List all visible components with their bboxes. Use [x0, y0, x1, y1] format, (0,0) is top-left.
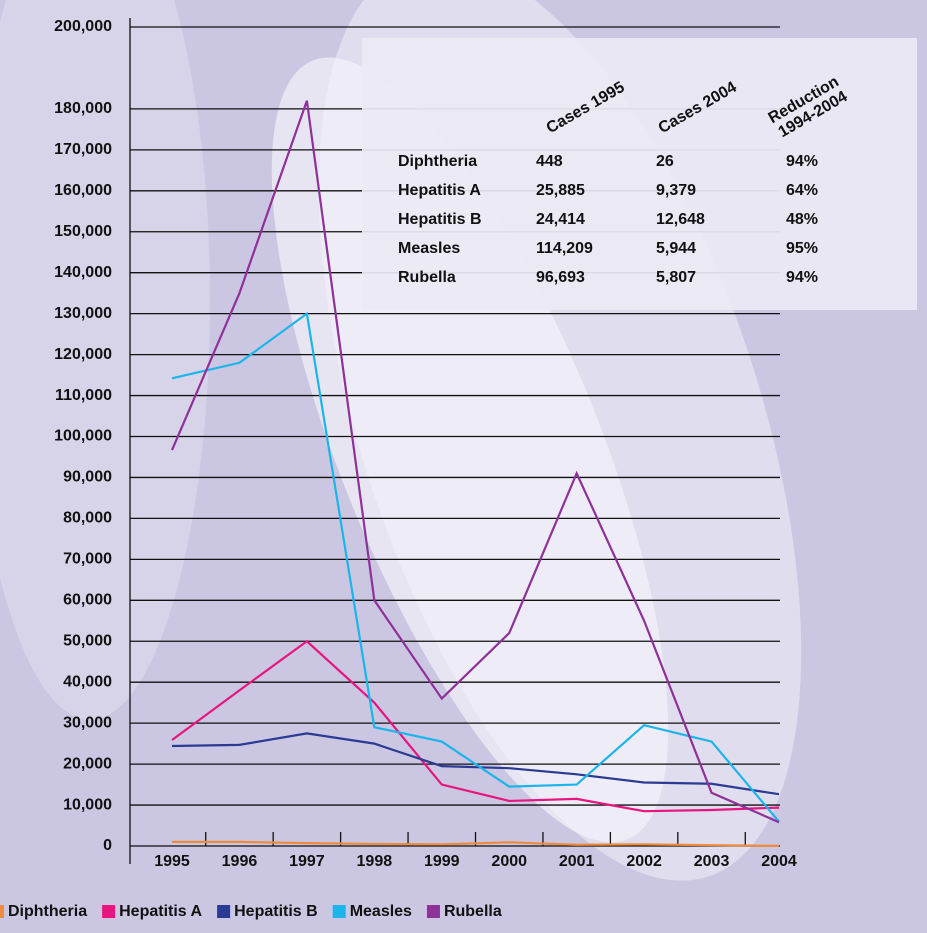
- plot: 1995 1996 1997 1998 1999 2000 2001 2002 2003 2004…: [0, 100, 797, 920]
- table-cell: 114,209: [536, 240, 593, 257]
- table-cell: 5,944: [656, 240, 696, 257]
- y-tick-label: 120,000: [54, 346, 112, 363]
- x-tick-label: 2001: [559, 853, 595, 870]
- x-tick-label: 2000: [491, 853, 527, 870]
- y-tick-label: 50,000: [63, 632, 112, 649]
- table-row-label: Hepatitis A: [398, 182, 481, 199]
- y-tick-label: 130,000: [54, 305, 112, 322]
- x-tick-label: 1995: [154, 853, 190, 870]
- y-tick-label: 160,000: [54, 182, 112, 199]
- legend-label: Rubella: [444, 903, 502, 920]
- y-tick-label: 110,000: [55, 387, 112, 404]
- x-tick-label: 1999: [424, 853, 460, 870]
- y-tick-label: 80,000: [63, 510, 112, 527]
- table-cell: 48%: [786, 211, 818, 228]
- table-panel: [362, 38, 917, 310]
- table-cell: 12,648: [656, 211, 705, 228]
- table-cell: 448: [536, 153, 563, 170]
- y-tick-label: 10,000: [63, 796, 112, 813]
- x-tick-label: 1996: [222, 853, 258, 870]
- y-tick-label: 30,000: [63, 714, 112, 731]
- table-row-label: Hepatitis B: [398, 211, 482, 228]
- series-line: [171, 732, 780, 796]
- y-tick-label: 70,000: [63, 551, 112, 568]
- table-cell: 9,379: [656, 182, 696, 199]
- series-line: [171, 311, 780, 823]
- legend-label: Measles: [350, 903, 412, 920]
- series-line: [170, 100, 780, 824]
- x-tick-label: 1998: [357, 853, 393, 870]
- table-cell: 96,693: [536, 269, 585, 286]
- y-tick-label: 0: [103, 837, 112, 854]
- table-row-label: Measles: [398, 240, 460, 257]
- legend-label: Hepatitis A: [119, 903, 202, 920]
- y-tick-label: 180,000: [54, 100, 112, 117]
- legend-label: Hepatitis B: [234, 903, 318, 920]
- background-swirl: [0, 0, 210, 720]
- y-tick-label: 100,000: [54, 428, 112, 445]
- table-cell: 94%: [786, 153, 818, 170]
- x-tick-label: 2003: [694, 853, 730, 870]
- series-line: [172, 840, 780, 847]
- y-tick-label: 150,000: [54, 223, 112, 240]
- x-tick-label: 2004: [761, 853, 797, 870]
- x-tick-label: 1997: [289, 853, 325, 870]
- table-row-label: Diphtheria: [398, 153, 477, 170]
- table-cell: 95%: [786, 240, 818, 257]
- y-tick-label: 40,000: [63, 673, 112, 690]
- table-cell: 94%: [786, 269, 818, 286]
- legend-swatch: [0, 905, 4, 918]
- y-tick-label: 60,000: [63, 592, 112, 609]
- series-line: [171, 639, 780, 813]
- y-tick-label: 140,000: [54, 264, 112, 281]
- legend-swatch: [426, 905, 440, 918]
- table-cell: 5,807: [656, 269, 696, 286]
- legend-swatch: [332, 905, 346, 918]
- legend-label: Diphtheria: [8, 903, 87, 920]
- table-row-label: Rubella: [398, 269, 456, 286]
- legend-swatch: [102, 905, 116, 918]
- x-tick-label: 2002: [626, 853, 662, 870]
- table-cell: 24,414: [536, 211, 585, 228]
- y-tick-label: 20,000: [63, 755, 112, 772]
- y-tick-label: 170,000: [54, 141, 112, 158]
- table-cell: 26: [656, 153, 674, 170]
- table-cell: 64%: [786, 182, 818, 199]
- legend-swatch: [217, 905, 231, 918]
- y-tick-label: 90,000: [63, 469, 112, 486]
- table-cell: 25,885: [536, 182, 585, 199]
- y-tick-label: 200,000: [54, 18, 112, 35]
